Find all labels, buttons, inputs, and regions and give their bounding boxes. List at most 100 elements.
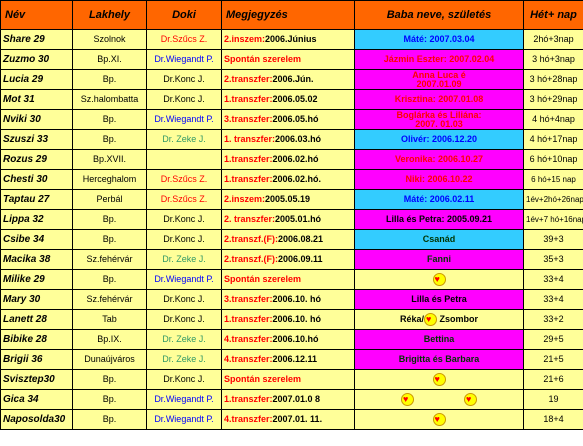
cell-nev[interactable]: Lanett 28 bbox=[0, 309, 73, 330]
cell-doki[interactable]: Dr.Szűcs Z. bbox=[146, 29, 222, 50]
cell-doki[interactable]: Dr. Zeke J. bbox=[146, 249, 222, 270]
cell-baba[interactable]: Réka/ Zsombor bbox=[354, 309, 524, 330]
cell-lakhely[interactable]: Sz.fehérvár bbox=[72, 249, 147, 270]
cell-lakhely[interactable]: Szolnok bbox=[72, 29, 147, 50]
table-row[interactable]: Lanett 28 Tab Dr.Konc J. 1.transzfer:2006.1… bbox=[0, 309, 583, 330]
table-row[interactable]: Lucia 29 Bp. Dr.Konc J. 2.transzfer:2006.Jú… bbox=[0, 69, 583, 90]
cell-doki[interactable]: Dr.Wiegandt P. bbox=[146, 109, 222, 130]
cell-nev[interactable]: Svisztер30 bbox=[0, 369, 73, 390]
cell-doki[interactable]: Dr.Konc J. bbox=[146, 89, 222, 110]
cell-nev[interactable]: Chesti 30 bbox=[0, 169, 73, 190]
cell-baba[interactable] bbox=[354, 389, 524, 410]
cell-lakhely[interactable]: Dunaújváros bbox=[72, 349, 147, 370]
cell-het[interactable]: 21+6 bbox=[523, 369, 583, 390]
cell-het[interactable]: 33+4 bbox=[523, 269, 583, 290]
table-row[interactable]: Naposolda30 Bp. Dr.Wiegandt P. 4.transzfer:… bbox=[0, 409, 583, 430]
cell-lakhely[interactable]: Bp. bbox=[72, 409, 147, 430]
cell-baba[interactable]: Máté: 2006.02.11 bbox=[354, 189, 524, 210]
cell-megjegyzes[interactable]: 3.transzfer:2006.05.hó bbox=[221, 109, 355, 130]
cell-doki[interactable] bbox=[146, 149, 222, 170]
cell-megjegyzes[interactable]: 4.transzfer:2006.10.hó bbox=[221, 329, 355, 350]
cell-nev[interactable]: Share 29 bbox=[0, 29, 73, 50]
table-row[interactable]: Csibe 34 Bp. Dr.Konc J. 2.transzf.(F):2006.… bbox=[0, 229, 583, 250]
cell-het[interactable]: 6 hó+10nap bbox=[523, 149, 583, 170]
cell-het[interactable]: 19 bbox=[523, 389, 583, 410]
cell-nev[interactable]: Gica 34 bbox=[0, 389, 73, 410]
cell-baba[interactable]: Olivér: 2006.12.20 bbox=[354, 129, 524, 150]
cell-nev[interactable]: Szuszi 33 bbox=[0, 129, 73, 150]
cell-nev[interactable]: Lippa 32 bbox=[0, 209, 73, 230]
cell-lakhely[interactable]: Bp. bbox=[72, 269, 147, 290]
cell-baba[interactable]: Niki: 2006.10.22 bbox=[354, 169, 524, 190]
cell-megjegyzes[interactable]: 1.transzfer:2006.02.hó bbox=[221, 149, 355, 170]
cell-doki[interactable]: Dr.Konc J. bbox=[146, 69, 222, 90]
cell-nev[interactable]: Brigii 36 bbox=[0, 349, 73, 370]
cell-het[interactable]: 2hó+3nap bbox=[523, 29, 583, 50]
cell-nev[interactable]: Naposolda30 bbox=[0, 409, 73, 430]
cell-nev[interactable]: Taptau 27 bbox=[0, 189, 73, 210]
cell-megjegyzes[interactable]: 4.transzfer:2007.01. 11. bbox=[221, 409, 355, 430]
header-baba[interactable]: Baba neve, születés bbox=[354, 0, 524, 30]
cell-het[interactable]: 4 hó+17nap bbox=[523, 129, 583, 150]
table-row[interactable]: Lippa 32 Bp. Dr.Konc J. 2. transzfer:2005.0… bbox=[0, 209, 583, 230]
table-row[interactable]: Brigii 36 Dunaújváros Dr. Zeke J. 4.transzf… bbox=[0, 349, 583, 370]
cell-het[interactable]: 29+5 bbox=[523, 329, 583, 350]
cell-het[interactable]: 33+2 bbox=[523, 309, 583, 330]
cell-doki[interactable]: Dr.Wiegandt P. bbox=[146, 49, 222, 70]
cell-nev[interactable]: Nviki 30 bbox=[0, 109, 73, 130]
cell-het[interactable]: 3 hó+29nap bbox=[523, 89, 583, 110]
cell-het[interactable]: 4 hó+4nap bbox=[523, 109, 583, 130]
table-row[interactable]: Mary 30 Sz.fehérvár Dr.Konc J. 3.transzfer:… bbox=[0, 289, 583, 310]
header-megjegyzes[interactable]: Megjegyzés bbox=[221, 0, 355, 30]
cell-doki[interactable]: Dr.Wiegandt P. bbox=[146, 389, 222, 410]
table-row[interactable]: Macika 38 Sz.fehérvár Dr. Zeke J. 2.transzf… bbox=[0, 249, 583, 270]
cell-het[interactable]: 39+3 bbox=[523, 229, 583, 250]
cell-doki[interactable]: Dr.Szűcs Z. bbox=[146, 169, 222, 190]
cell-baba[interactable]: Máté: 2007.03.04 bbox=[354, 29, 524, 50]
cell-het[interactable]: 35+3 bbox=[523, 249, 583, 270]
cell-lakhely[interactable]: Bp. bbox=[72, 389, 147, 410]
cell-het[interactable]: 1év+2hó+26nap bbox=[523, 189, 583, 210]
cell-lakhely[interactable]: Sz.fehérvár bbox=[72, 289, 147, 310]
cell-megjegyzes[interactable]: 1.transzfer:2006.10. hó bbox=[221, 309, 355, 330]
cell-nev[interactable]: Macika 38 bbox=[0, 249, 73, 270]
table-row[interactable]: Chesti 30 Herceghalom Dr.Szűcs Z. 1.transzf… bbox=[0, 169, 583, 190]
table-row[interactable]: Gica 34 Bp. Dr.Wiegandt P. 1.transzfer:2007… bbox=[0, 389, 583, 410]
cell-baba[interactable]: Jázmin Eszter: 2007.02.04 bbox=[354, 49, 524, 70]
cell-megjegyzes[interactable]: Spontán szerelem bbox=[221, 49, 355, 70]
cell-lakhely[interactable]: Bp. bbox=[72, 109, 147, 130]
cell-het[interactable]: 1év+7 hó+16nap bbox=[523, 209, 583, 230]
cell-megjegyzes[interactable]: 2.inszem:2005.05.19 bbox=[221, 189, 355, 210]
cell-megjegyzes[interactable]: 2.transzfer:2006.Jún. bbox=[221, 69, 355, 90]
cell-nev[interactable]: Zuzmo 30 bbox=[0, 49, 73, 70]
cell-doki[interactable]: Dr.Wiegandt P. bbox=[146, 409, 222, 430]
cell-lakhely[interactable]: Sz.halombatta bbox=[72, 89, 147, 110]
cell-het[interactable]: 21+5 bbox=[523, 349, 583, 370]
table-row[interactable]: Nviki 30 Bp. Dr.Wiegandt P. 3.transzfer:200… bbox=[0, 109, 583, 130]
cell-baba[interactable]: Boglárka és Liliána: 2007. 01.03 bbox=[354, 109, 524, 130]
cell-baba[interactable]: Lilla és Petra bbox=[354, 289, 524, 310]
cell-baba[interactable] bbox=[354, 369, 524, 390]
cell-het[interactable]: 3 hó+28nap bbox=[523, 69, 583, 90]
table-row[interactable]: Milike 29 Bp. Dr.Wiegandt P. Spontán szerel… bbox=[0, 269, 583, 290]
cell-baba[interactable]: Fanni bbox=[354, 249, 524, 270]
cell-nev[interactable]: Mary 30 bbox=[0, 289, 73, 310]
cell-nev[interactable]: Rozus 29 bbox=[0, 149, 73, 170]
table-row[interactable]: Rozus 29 Bp.XVII. 1.transzfer:2006.02.hó Ve… bbox=[0, 149, 583, 170]
cell-nev[interactable]: Mot 31 bbox=[0, 89, 73, 110]
cell-lakhely[interactable]: Bp. bbox=[72, 129, 147, 150]
cell-doki[interactable]: Dr. Zeke J. bbox=[146, 129, 222, 150]
cell-baba[interactable]: Lilla és Petra: 2005.09.21 bbox=[354, 209, 524, 230]
cell-baba[interactable]: Krisztina: 2007.01.08 bbox=[354, 89, 524, 110]
cell-megjegyzes[interactable]: Spontán szerelem bbox=[221, 269, 355, 290]
cell-lakhely[interactable]: Bp.XVII. bbox=[72, 149, 147, 170]
cell-lakhely[interactable]: Perbál bbox=[72, 189, 147, 210]
cell-doki[interactable]: Dr.Konc J. bbox=[146, 209, 222, 230]
cell-het[interactable]: 3 hó+3nap bbox=[523, 49, 583, 70]
cell-megjegyzes[interactable]: 1.transzfer:2006.05.02 bbox=[221, 89, 355, 110]
cell-lakhely[interactable]: Bp. bbox=[72, 69, 147, 90]
cell-lakhely[interactable]: Bp. bbox=[72, 209, 147, 230]
cell-doki[interactable]: Dr.Konc J. bbox=[146, 369, 222, 390]
table-row[interactable]: Taptau 27 Perbál Dr.Szűcs Z. 2.inszem:2005.… bbox=[0, 189, 583, 210]
